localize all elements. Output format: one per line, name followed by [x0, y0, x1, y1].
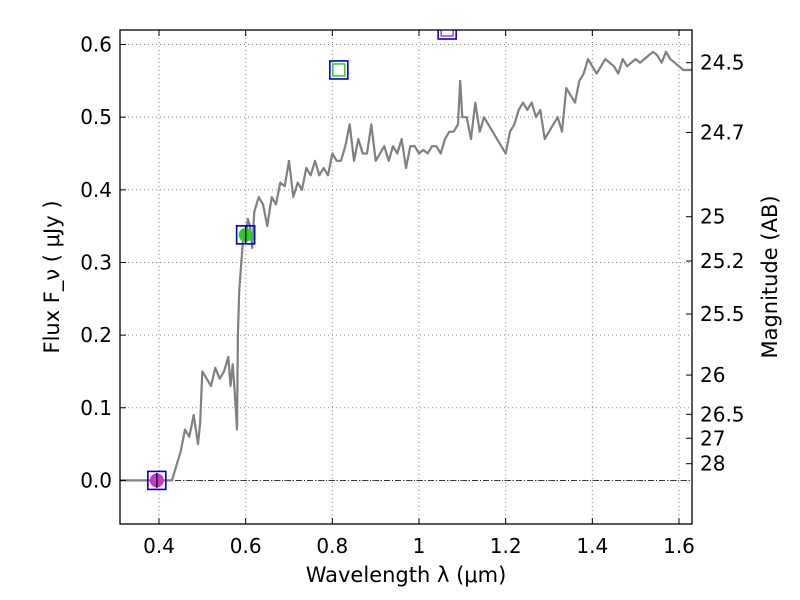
photometry-point	[332, 63, 346, 77]
y-tick-label: 0.5	[80, 105, 112, 129]
y2-tick-label: 28	[700, 452, 725, 476]
y2-tick-label: 25.5	[700, 302, 745, 326]
x-tick-label: 0.8	[316, 534, 348, 558]
y2-axis-label: Magnitude (AB)	[758, 195, 782, 358]
x-tick-label: 0.4	[143, 534, 175, 558]
y-tick-label: 0.6	[80, 33, 112, 57]
x-tick-label: 0.6	[230, 534, 262, 558]
y2-tick-label: 25.2	[700, 249, 745, 273]
y-tick-label: 0.4	[80, 178, 112, 202]
grid	[120, 30, 692, 524]
y2-tick-label: 26.5	[700, 402, 745, 426]
y-tick-label: 0.0	[80, 468, 112, 492]
series-group	[120, 50, 692, 482]
photometry-box	[235, 225, 256, 245]
photometry-box	[147, 470, 167, 491]
x-tick-label: 1.4	[576, 534, 608, 558]
photometry-points	[147, 30, 457, 491]
y-tick-label: 0.1	[80, 396, 112, 420]
y2-tick-label: 24.7	[700, 120, 745, 144]
y2-tick-label: 25	[700, 205, 725, 229]
x-tick-label: 1.2	[490, 534, 522, 558]
spectrum-line	[120, 50, 692, 482]
photometry-point	[440, 30, 454, 37]
y-axis-label: Flux F_ν ( μJy )	[40, 200, 65, 353]
photometry-box	[329, 60, 349, 80]
photometry-box	[437, 30, 457, 40]
y2-tick-label: 26	[700, 363, 725, 387]
x-tick-label: 1	[413, 534, 426, 558]
y2-tick-label: 24.5	[700, 51, 745, 75]
y-tick-label: 0.3	[80, 250, 112, 274]
y2-tick-label: 27	[700, 426, 725, 450]
x-tick-label: 1.6	[663, 534, 695, 558]
y-tick-label: 0.2	[80, 323, 112, 347]
y-axis-ticks: 0.0 0.1 0.2 0.3 0.4 0.5 0.6	[80, 33, 126, 492]
plot-frame	[119, 29, 693, 525]
x-axis-label: Wavelength λ (μm)	[306, 563, 507, 587]
x-axis-ticks: 0.4 0.6 0.8 1 1.2 1.4 1.6	[143, 30, 695, 558]
